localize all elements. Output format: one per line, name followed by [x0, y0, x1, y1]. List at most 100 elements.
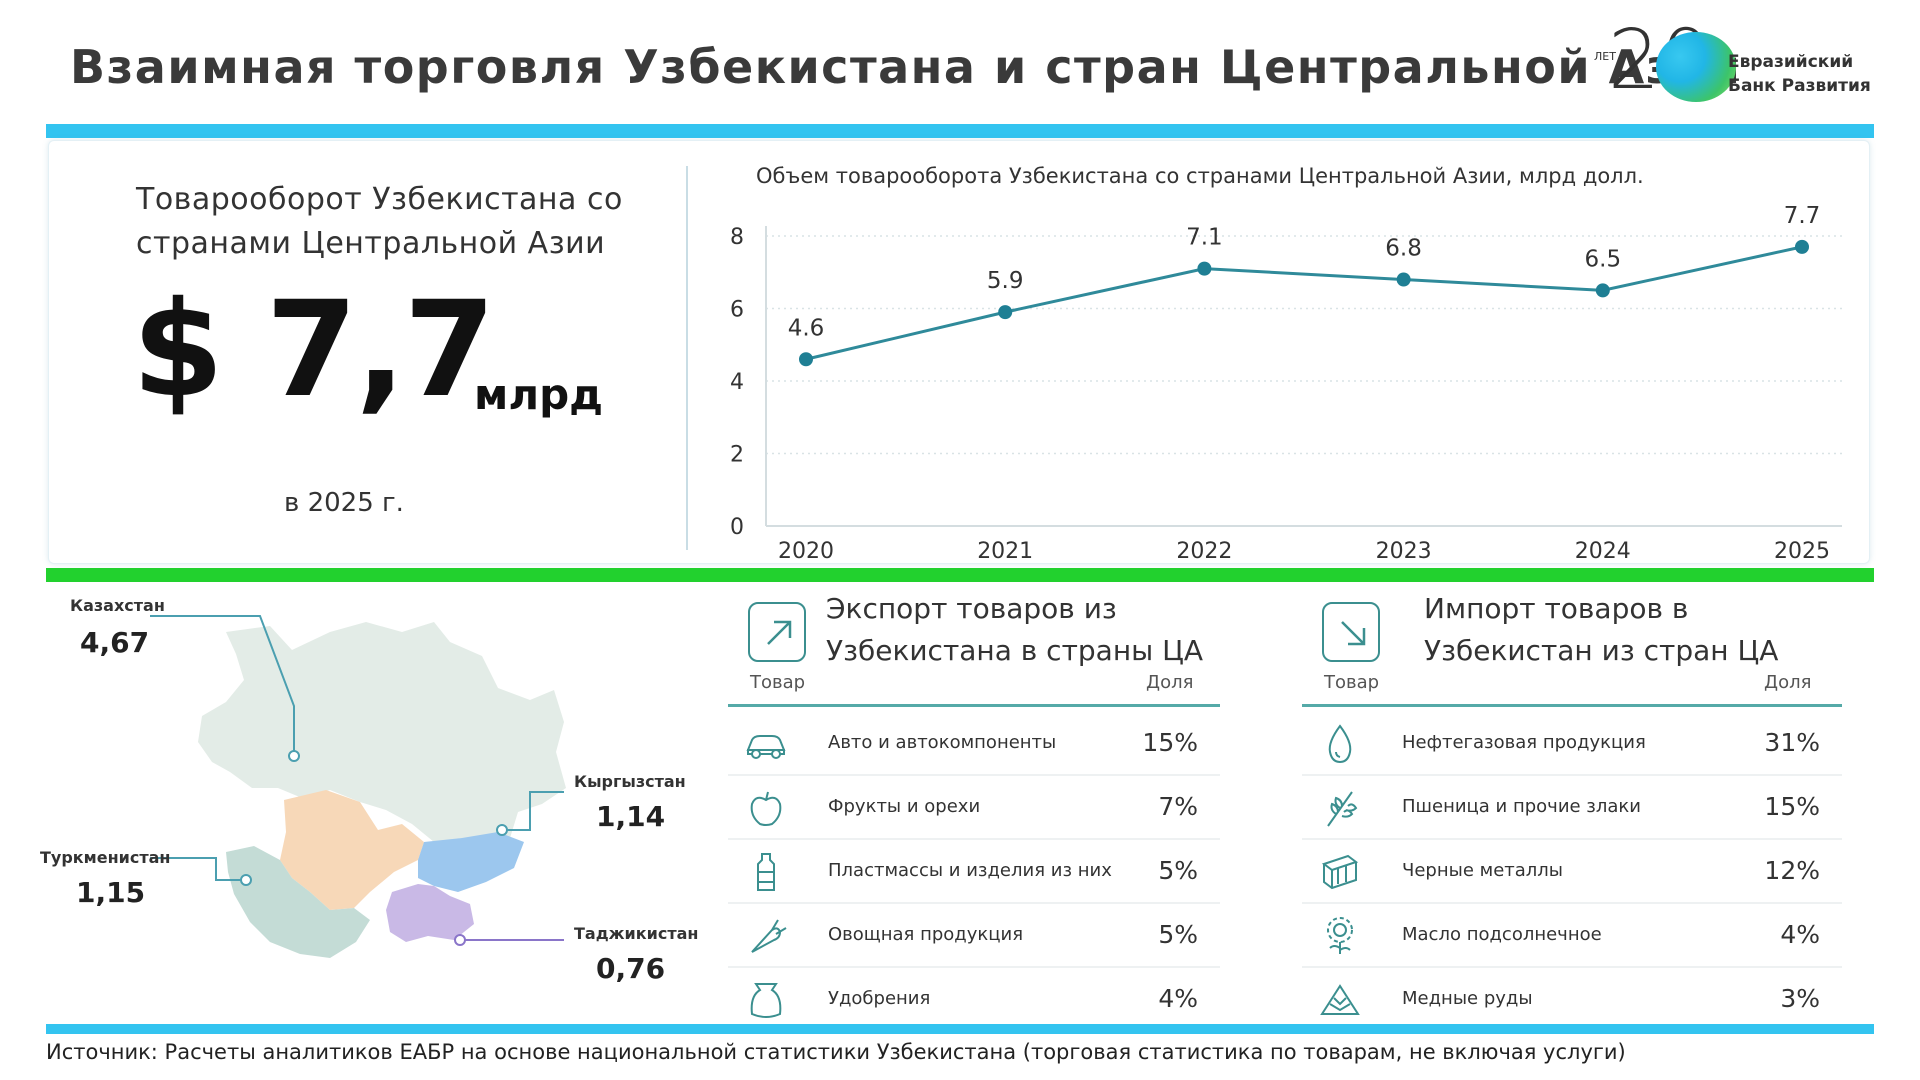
kpi-value: $ 7,7	[132, 273, 496, 427]
row-label: Медные руды	[1402, 988, 1533, 1009]
central-asia-map	[150, 615, 566, 958]
table-row: Овощная продукция 5%	[728, 904, 1220, 968]
chart-title: Объем товарооборота Узбекистана со стран…	[756, 164, 1644, 188]
export-col-share: Доля	[1146, 672, 1194, 693]
wheat-icon	[1327, 791, 1358, 827]
country-name-tajikistan: Таджикистан	[574, 924, 699, 943]
logo-name-line1: Евразийский	[1728, 52, 1854, 72]
country-value-tajikistan: 0,76	[596, 952, 666, 985]
import-header-line	[1302, 704, 1842, 707]
row-share: 12%	[1764, 856, 1820, 885]
panel-divider	[686, 166, 688, 550]
carrot-icon	[751, 919, 787, 953]
marker-turkmenistan	[240, 874, 252, 886]
row-label: Авто и автокомпоненты	[828, 732, 1057, 753]
data-label: 7.1	[1186, 225, 1223, 251]
country-value-kyrgyzstan: 1,14	[596, 800, 666, 833]
table-row: Черные металлы 12%	[1302, 840, 1842, 904]
x-tick-label: 2025	[1774, 539, 1830, 560]
trade-line-chart: 0 2 4 6 8 2020 2021 2022 2023 2024 2025 4.6 5.9 7.1 6.…	[730, 203, 1842, 560]
row-share: 7%	[1158, 792, 1198, 821]
bottle-icon	[757, 853, 775, 891]
export-title: Экспорт товаров из Узбекистана в страны …	[826, 592, 1204, 667]
row-label: Овощная продукция	[828, 924, 1024, 945]
data-label: 5.9	[987, 268, 1024, 294]
table-row: Масло подсолнечное 4%	[1302, 904, 1842, 968]
import-col-share: Доля	[1764, 672, 1812, 693]
metal-beam-icon	[1321, 854, 1359, 890]
row-share: 15%	[1142, 728, 1198, 757]
leader-kazakhstan	[150, 615, 295, 754]
top-accent-bar	[46, 124, 1874, 138]
row-share: 4%	[1780, 920, 1820, 949]
country-value-kazakhstan: 4,67	[80, 626, 150, 659]
y-tick-label: 4	[730, 370, 744, 395]
middle-accent-bar	[46, 568, 1874, 582]
export-col-product: Товар	[750, 672, 806, 693]
row-share: 5%	[1158, 920, 1198, 949]
marker-kyrgyzstan	[496, 824, 508, 836]
country-name-turkmenistan: Туркменистан	[40, 848, 171, 867]
map-turkmenistan	[226, 846, 370, 958]
oil-drop-icon	[1328, 724, 1352, 764]
logo-circle-icon	[1656, 32, 1736, 102]
arrow-down-right-icon	[1322, 602, 1380, 662]
eadb-logo: ЛЕТ 20 Евразийский Банк Развития	[1592, 20, 1892, 108]
y-tick-label: 2	[730, 443, 744, 468]
data-label: 7.7	[1784, 203, 1821, 229]
page-title: Взаимная торговля Узбекистана и стран Це…	[70, 40, 1742, 94]
row-label: Фрукты и орехи	[828, 796, 981, 817]
ore-icon	[1320, 984, 1360, 1015]
row-label: Пшеница и прочие злаки	[1402, 796, 1641, 817]
y-tick-label: 6	[730, 298, 744, 323]
row-share: 31%	[1764, 728, 1820, 757]
map-uzbekistan	[280, 790, 424, 910]
data-point	[1795, 239, 1809, 254]
export-header-line	[728, 704, 1220, 707]
data-label: 6.5	[1585, 246, 1622, 272]
leader-kyrgyzstan	[504, 791, 564, 831]
car-icon	[746, 735, 786, 759]
marker-kazakhstan	[288, 750, 300, 762]
row-label: Нефтегазовая продукция	[1402, 732, 1646, 753]
row-share: 4%	[1158, 984, 1198, 1013]
table-row: Нефтегазовая продукция 31%	[1302, 712, 1842, 776]
data-point	[998, 305, 1013, 320]
row-label: Черные металлы	[1402, 860, 1564, 881]
table-row: Пластмассы и изделия из них 5%	[728, 840, 1220, 904]
x-tick-label: 2022	[1176, 539, 1232, 560]
data-point	[1396, 272, 1411, 287]
bottom-accent-bar	[46, 1024, 1874, 1034]
map-tajikistan	[386, 884, 474, 942]
import-title: Импорт товаров в Узбекистан из стран ЦА	[1424, 592, 1779, 667]
data-point	[1197, 261, 1212, 276]
y-tick-label: 0	[730, 515, 744, 540]
apple-icon	[750, 791, 782, 826]
logo-name-line2: Банк Развития	[1728, 76, 1871, 96]
y-tick-label: 8	[730, 225, 744, 250]
data-label: 6.8	[1385, 236, 1422, 262]
x-tick-label: 2023	[1376, 539, 1432, 560]
map-kyrgyzstan	[418, 832, 524, 892]
sunflower-icon	[1327, 917, 1353, 954]
row-share: 15%	[1764, 792, 1820, 821]
kpi-year: в 2025 г.	[284, 488, 404, 518]
kpi-unit: млрд	[474, 370, 604, 419]
sack-icon	[750, 983, 782, 1018]
x-tick-label: 2021	[977, 539, 1033, 560]
table-row: Удобрения 4%	[728, 968, 1220, 1032]
source-note: Источник: Расчеты аналитиков ЕАБР на осн…	[46, 1040, 1626, 1064]
kpi-label: Товарооборот Узбекистана со странами Цен…	[136, 182, 623, 261]
data-label: 4.6	[788, 315, 825, 341]
marker-tajikistan	[454, 934, 466, 946]
table-row: Пшеница и прочие злаки 15%	[1302, 776, 1842, 840]
table-row: Авто и автокомпоненты 15%	[728, 712, 1220, 776]
row-label: Пластмассы и изделия из них	[828, 860, 1112, 881]
logo-years-label: ЛЕТ	[1594, 50, 1616, 63]
arrow-up-right-icon	[748, 602, 806, 662]
row-share: 5%	[1158, 856, 1198, 885]
table-row: Медные руды 3%	[1302, 968, 1842, 1032]
data-point	[799, 352, 813, 367]
series-line	[805, 245, 1803, 361]
data-point	[1595, 283, 1610, 298]
